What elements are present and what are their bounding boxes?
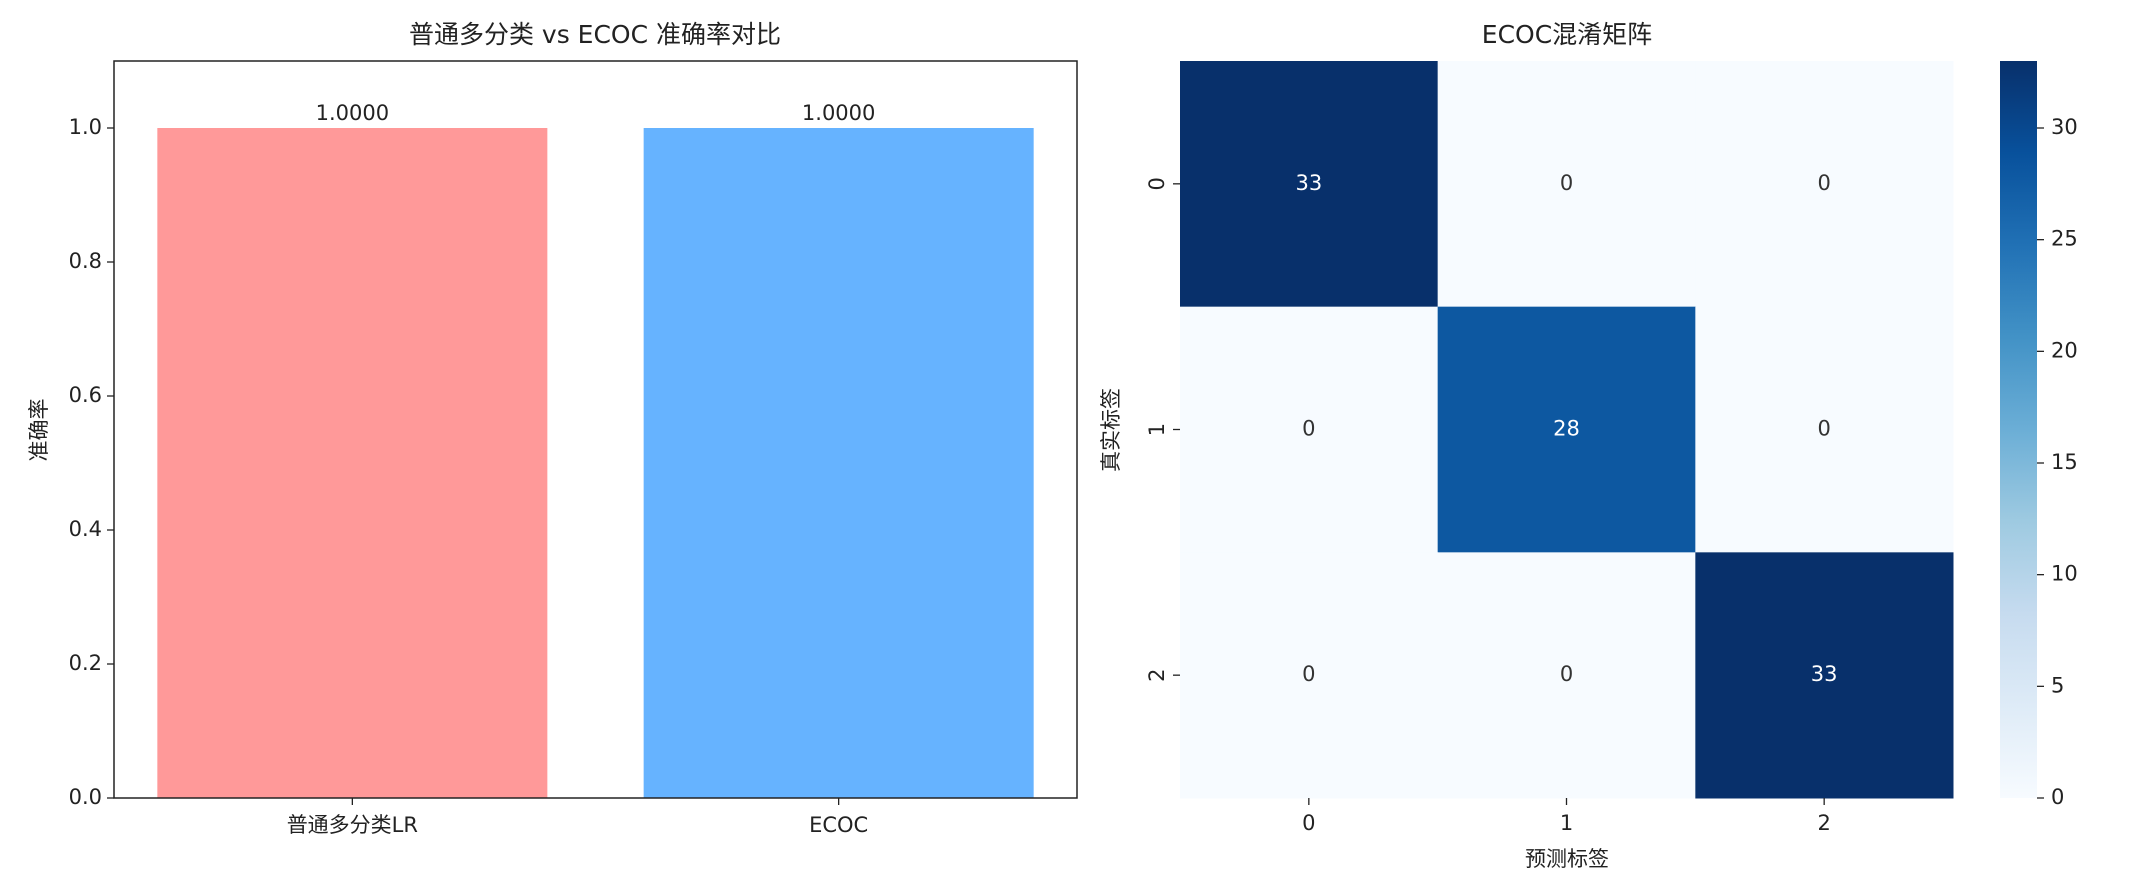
y-tick-label: 0.8 <box>69 249 102 273</box>
cell-label: 0 <box>1302 417 1315 441</box>
y-axis-label: 真实标签 <box>1099 388 1123 472</box>
colorbar-tick-label: 10 <box>2051 562 2078 586</box>
heatmap-cell <box>1437 61 1696 308</box>
x-axis-label: 预测标签 <box>1525 847 1609 871</box>
cell-label: 33 <box>1295 171 1322 195</box>
colorbar-tick-label: 15 <box>2051 450 2078 474</box>
y-tick-label: 2 <box>1145 668 1169 681</box>
cell-label: 28 <box>1553 417 1580 441</box>
bar <box>643 128 1034 798</box>
colorbar-tick-label: 5 <box>2051 673 2064 697</box>
y-tick-label: 0 <box>1145 177 1169 190</box>
heatmap-cell <box>1695 552 1954 799</box>
y-tick-label: 0.2 <box>69 651 102 675</box>
colorbar-tick-label: 25 <box>2051 227 2078 251</box>
value-label: 1.0000 <box>802 101 875 125</box>
y-tick-label: 0.0 <box>69 785 102 809</box>
chart-title: ECOC混淆矩阵 <box>1482 20 1652 49</box>
y-axis-label: 准确率 <box>27 399 51 462</box>
heatmap-cell <box>1695 61 1954 308</box>
cell-label: 0 <box>1302 662 1315 686</box>
y-tick-label: 0.6 <box>69 383 102 407</box>
x-tick-label: ECOC <box>809 813 868 837</box>
y-tick-label: 1.0 <box>69 115 102 139</box>
heatmap-cell <box>1180 61 1439 308</box>
plot-frame <box>113 60 1078 799</box>
y-tick-label: 0.4 <box>69 517 102 541</box>
cell-label: 0 <box>1560 662 1573 686</box>
y-tick-label: 1 <box>1145 423 1169 436</box>
colorbar-tick-label: 30 <box>2051 115 2078 139</box>
x-tick-label: 0 <box>1302 811 1315 835</box>
cell-label: 0 <box>1817 171 1830 195</box>
heatmap-cell <box>1180 552 1439 799</box>
colorbar <box>2000 61 2037 798</box>
cell-label: 33 <box>1811 662 1838 686</box>
x-tick-label: 普通多分类LR <box>287 813 418 837</box>
colorbar-tick-label: 20 <box>2051 338 2078 362</box>
cell-label: 0 <box>1560 171 1573 195</box>
x-tick-label: 2 <box>1817 811 1830 835</box>
heatmap-cell <box>1180 306 1439 553</box>
chart-title: 普通多分类 vs ECOC 准确率对比 <box>409 20 781 49</box>
heatmap-cell <box>1437 306 1696 553</box>
bar <box>157 128 548 798</box>
value-label: 1.0000 <box>316 101 389 125</box>
colorbar-tick-label: 0 <box>2051 785 2064 809</box>
heatmap-cell <box>1437 552 1696 799</box>
cell-label: 0 <box>1817 417 1830 441</box>
heatmap-cell <box>1695 306 1954 553</box>
x-tick-label: 1 <box>1560 811 1573 835</box>
